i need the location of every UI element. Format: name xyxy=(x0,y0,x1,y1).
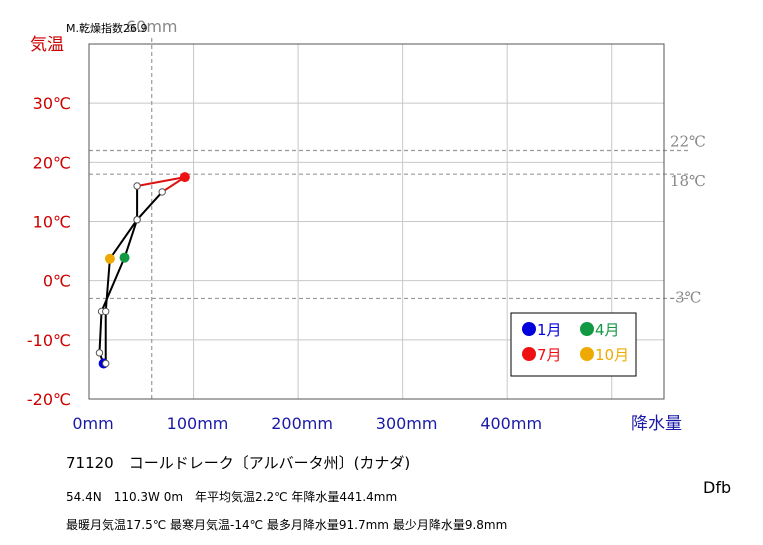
legend-label-7: 7月 xyxy=(537,346,562,364)
x-axis-label: 降水量 xyxy=(631,414,682,434)
legend-label-1: 1月 xyxy=(537,321,562,339)
y-tick-label: 0℃ xyxy=(43,272,71,291)
reference-label-60mm: 60mm xyxy=(126,17,178,36)
legend-marker-10 xyxy=(580,347,594,361)
reference-lines: 22℃ 18℃ -3℃ 60mm xyxy=(89,17,706,399)
x-tick-label: 300mm xyxy=(376,414,438,433)
legend-marker-7 xyxy=(522,347,536,361)
station-name: 71120 コールドレーク〔アルバータ州〕(カナダ) xyxy=(66,454,411,472)
y-tick-label: 20℃ xyxy=(33,153,71,172)
plot-frame xyxy=(88,43,665,400)
legend-marker-4 xyxy=(580,322,594,336)
legend: 1月 4月 7月 10月 xyxy=(510,312,637,377)
point-month-7 xyxy=(179,172,190,183)
path-segment-10-11 xyxy=(104,258,111,312)
point-month-11 xyxy=(102,307,110,316)
x-tick-label: 100mm xyxy=(167,414,229,433)
summary-line-1: 54.4N 110.3W 0m 年平均気温2.2℃ 年降水量441.4mm xyxy=(66,490,398,504)
path-segment-4-5 xyxy=(123,219,139,258)
path-segment-5-6 xyxy=(136,191,163,221)
path-segment-7-8 xyxy=(136,176,186,187)
y-tick-label: -10℃ xyxy=(27,331,71,350)
legend-label-10: 10月 xyxy=(595,346,629,364)
aridity-index: M.乾燥指数26.9 xyxy=(66,22,148,35)
point-month-12 xyxy=(102,359,110,368)
climate-path xyxy=(95,172,190,369)
y-tick-label: 30℃ xyxy=(33,94,71,113)
y-tick-label: 10℃ xyxy=(33,213,71,232)
summary-line-2: 最暖月気温17.5℃ 最寒月気温-14℃ 最多月降水量91.7mm 最少月降水量… xyxy=(66,518,508,532)
x-tick-label: 200mm xyxy=(271,414,333,433)
y-axis-label: 気温 xyxy=(30,35,64,55)
reference-label-22: 22℃ xyxy=(670,133,706,151)
point-month-9 xyxy=(133,216,141,224)
legend-marker-1 xyxy=(522,322,536,336)
point-month-2 xyxy=(95,349,104,357)
x-tick-label: 400mm xyxy=(480,414,542,433)
point-month-10 xyxy=(104,253,115,264)
reference-label--3: -3℃ xyxy=(670,288,701,306)
path-segment-3-4 xyxy=(100,257,126,312)
path-segment-2-3 xyxy=(98,311,103,353)
hythergraph-chart: 22℃ 18℃ -3℃ 60mm -20℃ -10℃ 0℃ 10℃ 20℃ 30℃ 0mm 100… xyxy=(27,17,706,434)
koppen-class: Dfb xyxy=(703,478,732,497)
x-tick-label: 0mm xyxy=(72,414,113,433)
legend-label-4: 4月 xyxy=(595,321,620,339)
point-month-4 xyxy=(119,252,130,263)
y-tick-labels: -20℃ -10℃ 0℃ 10℃ 20℃ 30℃ xyxy=(27,94,71,409)
point-month-6 xyxy=(158,188,166,196)
point-month-8 xyxy=(133,182,141,190)
y-tick-label: -20℃ xyxy=(27,390,71,409)
path-segment-9-10 xyxy=(109,219,138,260)
x-tick-labels: 0mm 100mm 200mm 300mm 400mm xyxy=(72,414,542,433)
reference-label-18: 18℃ xyxy=(670,172,706,190)
